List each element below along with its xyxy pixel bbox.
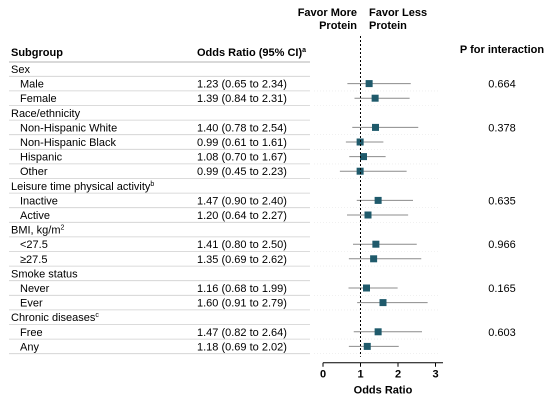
subgroup-label: Active — [20, 210, 50, 222]
subgroup-label: Inactive — [20, 195, 58, 207]
subgroup-label: Female — [20, 93, 57, 105]
odds-ratio-value: 1.39 (0.84 to 2.31) — [197, 93, 287, 105]
x-axis-title: Odds Ratio — [354, 385, 413, 397]
header: Subgroup Odds Ratio (95% CI)a P for inte… — [11, 7, 544, 59]
odds-ratio-value: 1.47 (0.90 to 2.40) — [197, 195, 287, 207]
x-tick-label: 1 — [357, 369, 363, 381]
group-label: Chronic diseasesc — [11, 312, 99, 324]
subgroup-label: Non-Hispanic White — [20, 122, 117, 134]
subgroup-label: Ever — [20, 298, 43, 310]
subgroup-header: Subgroup — [11, 47, 63, 59]
p-interaction-value: 0.635 — [488, 195, 516, 207]
odds-ratio-value: 1.20 (0.64 to 2.27) — [197, 210, 287, 222]
odds-ratio-value: 1.60 (0.91 to 2.79) — [197, 298, 287, 310]
p-interaction-value: 0.966 — [488, 239, 516, 251]
odds-ratio-marker — [372, 240, 380, 248]
x-tick-label: 3 — [432, 369, 438, 381]
subgroup-label: Any — [20, 341, 39, 353]
subgroup-label: Non-Hispanic Black — [20, 137, 116, 149]
group-label: Smoke status — [11, 268, 78, 280]
table-rows: Sex Male 1.23 (0.65 to 2.34) 0.664 Female 1.3… — [9, 61, 516, 355]
odds-ratio-marker — [364, 211, 372, 219]
odds-ratio-value: 1.18 (0.69 to 2.02) — [197, 341, 287, 353]
plot-marks — [339, 36, 428, 357]
x-tick-label: 0 — [320, 369, 326, 381]
p-interaction-value: 0.165 — [488, 283, 516, 295]
subgroup-label: ≥27.5 — [20, 254, 47, 266]
x-tick-label: 2 — [395, 369, 401, 381]
odds-ratio-value: 1.40 (0.78 to 2.54) — [197, 122, 287, 134]
odds-ratio-marker — [374, 328, 382, 336]
favor-more-label-line1: Favor More — [298, 7, 357, 19]
subgroup-label: Hispanic — [20, 152, 63, 164]
subgroup-label: Free — [20, 327, 43, 339]
odds-ratio-value: 0.99 (0.45 to 2.23) — [197, 166, 287, 178]
odds-ratio-value: 1.23 (0.65 to 2.34) — [197, 79, 287, 91]
p-interaction-value: 0.603 — [488, 327, 516, 339]
odds-ratio-value: 1.08 (0.70 to 1.67) — [197, 152, 287, 164]
odds-ratio-marker — [370, 255, 378, 263]
favor-less-label-line2: Protein — [369, 20, 407, 32]
odds-ratio-marker — [356, 167, 364, 175]
odds-ratio-value: 1.41 (0.80 to 2.50) — [197, 239, 287, 251]
odds-ratio-value: 0.99 (0.61 to 1.61) — [197, 137, 287, 149]
odds-ratio-marker — [372, 123, 379, 131]
odds-ratio-marker — [371, 94, 379, 102]
favor-less-label-line1: Favor Less — [369, 7, 427, 19]
odds-ratio-marker — [363, 342, 371, 350]
favor-more-label-line2: Protein — [319, 20, 357, 32]
group-label: Leisure time physical activityb — [11, 181, 154, 193]
p-interaction-header: P for interaction — [460, 44, 544, 56]
subgroup-label: <27.5 — [20, 239, 48, 251]
group-label: BMI, kg/m2 — [11, 225, 65, 237]
odds-ratio-value: 1.35 (0.69 to 2.62) — [197, 254, 287, 266]
odds-ratio-marker — [365, 80, 373, 88]
odds-ratio-value: 1.16 (0.68 to 1.99) — [197, 283, 287, 295]
group-label: Sex — [11, 64, 30, 76]
subgroup-label: Never — [20, 283, 50, 295]
odds-ratio-value: 1.47 (0.82 to 2.64) — [197, 327, 287, 339]
odds-ratio-marker — [374, 196, 382, 204]
p-interaction-value: 0.378 — [488, 122, 516, 134]
odds-ratio-marker — [379, 299, 387, 307]
odds-ratio-header: Odds Ratio (95% CI)a — [197, 47, 306, 59]
group-label: Race/ethnicity — [11, 108, 81, 120]
odds-ratio-marker — [363, 284, 370, 292]
odds-ratio-marker — [360, 153, 367, 161]
subgroup-label: Other — [20, 166, 48, 178]
p-interaction-value: 0.664 — [488, 79, 516, 91]
subgroup-label: Male — [20, 79, 44, 91]
x-axis: 0 1 2 3 Odds Ratio — [320, 362, 443, 397]
